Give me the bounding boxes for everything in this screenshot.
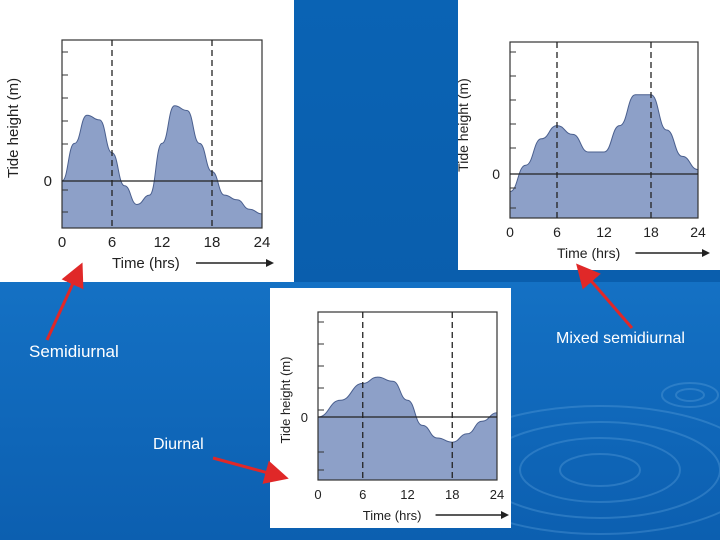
y-axis-label: Tide height (m) [5,78,22,178]
diurnal-label: Diurnal [153,436,204,453]
x-tick-label: 6 [108,234,116,251]
x-axis-label: Time (hrs) [112,255,180,272]
mixed-chart: 0 0 6 12 18 24 Time (hrs) Tide height (m) [458,41,710,261]
y-zero-label: 0 [44,173,52,190]
tide-area [509,94,699,219]
semidiurnal-chart: 0 0 6 12 18 24 Time (hrs) Tide height (m) [5,39,274,272]
x-tick-label: 6 [553,224,561,240]
x-tick-label: 24 [254,234,271,251]
x-tick-label: 6 [359,487,366,502]
x-tick-label: 18 [643,224,659,240]
x-tick-label: 0 [314,487,321,502]
x-tick-label: 18 [445,487,459,502]
x-axis-label: Time (hrs) [363,508,422,523]
plot-frame [317,311,498,481]
x-axis-arrowhead [702,249,710,257]
x-tick-label: 12 [596,224,612,240]
diurnal-chart-panel: 0 0 6 12 18 24 Time (hrs) Tide height (m) [270,288,511,528]
tide-area [317,376,498,481]
tide-area [61,105,263,229]
x-tick-label: 24 [490,487,504,502]
y-axis-label: Tide height (m) [278,357,293,444]
x-tick-label: 0 [58,234,66,251]
x-tick-label: 24 [690,224,706,240]
plot-frame [509,41,699,219]
y-zero-label: 0 [492,166,500,182]
x-axis-arrowhead [501,511,509,519]
x-axis-arrowhead [266,259,274,267]
x-axis-label: Time (hrs) [557,245,620,261]
semidiurnal-label: Semidiurnal [29,342,119,361]
x-tick-label: 12 [400,487,414,502]
x-tick-label: 0 [506,224,514,240]
semidiurnal-chart-panel: 0 0 6 12 18 24 Time (hrs) Tide height (m) [0,0,294,282]
y-axis-label: Tide height (m) [458,78,471,172]
mixed-semidiurnal-label: Mixed semidiurnal [556,330,685,347]
x-tick-label: 18 [204,234,221,251]
diurnal-chart: 0 0 6 12 18 24 Time (hrs) Tide height (m) [278,311,509,523]
y-zero-label: 0 [301,410,308,425]
x-tick-label: 12 [154,234,171,251]
mixed-chart-panel: 0 0 6 12 18 24 Time (hrs) Tide height (m) [458,0,720,270]
plot-frame [61,39,263,229]
